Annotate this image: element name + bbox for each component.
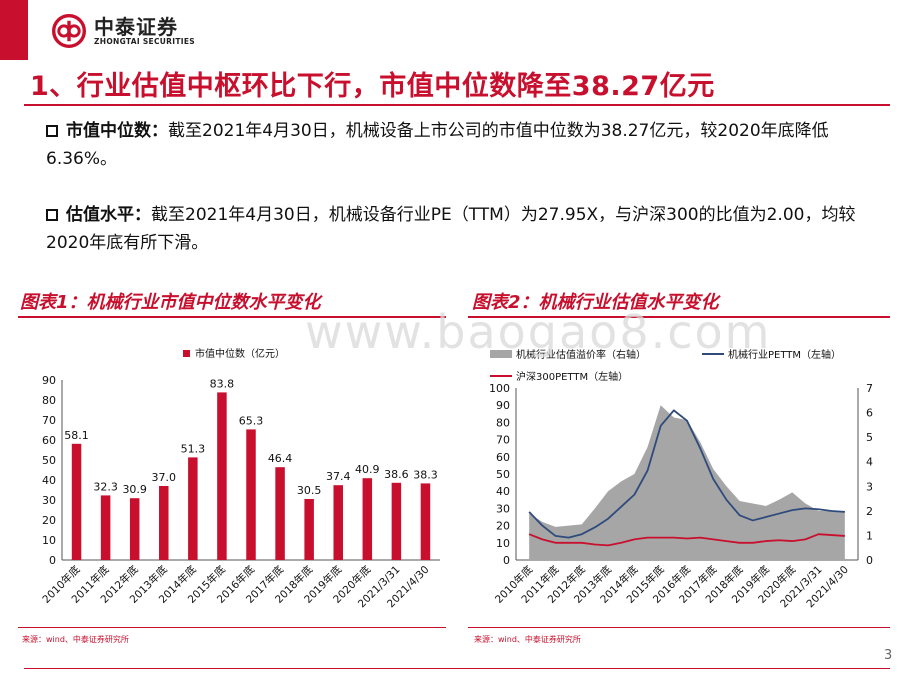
y-left-tick-label: 100: [489, 382, 510, 395]
figure1-divider: [18, 316, 446, 318]
y-right-tick-label: 3: [866, 480, 873, 493]
y-tick-label: 40: [42, 474, 56, 487]
bar: [129, 498, 140, 560]
y-tick-label: 30: [42, 494, 56, 507]
y-left-tick-label: 80: [496, 416, 510, 429]
figure2-title: 图表2：机械行业估值水平变化: [472, 292, 719, 313]
bullet-market-cap: 市值中位数：截至2021年4月30日，机械设备上市公司的市值中位数为38.27亿…: [46, 117, 886, 173]
y-right-tick-label: 4: [866, 456, 873, 469]
checkbox-bullet-icon: [46, 125, 58, 137]
data-label: 40.9: [355, 463, 380, 476]
premium-area: [529, 405, 845, 560]
watermark: www.baogao8.com: [305, 305, 772, 359]
y-tick-label: 10: [42, 534, 56, 547]
y-left-tick-label: 0: [503, 554, 510, 567]
bar: [159, 486, 169, 560]
bullet-text: 截至2021年4月30日，机械设备行业PE（TTM）为27.95X，与沪深300…: [46, 205, 856, 253]
y-right-tick-label: 1: [866, 529, 873, 542]
y-tick-label: 80: [42, 394, 56, 407]
bullet-valuation: 估值水平：截至2021年4月30日，机械设备行业PE（TTM）为27.95X，与…: [46, 201, 886, 257]
footer-divider: [24, 668, 890, 669]
y-left-tick-label: 70: [496, 434, 510, 447]
data-label: 46.4: [268, 452, 293, 465]
title-divider: [24, 104, 890, 106]
y-tick-label: 60: [42, 434, 56, 447]
bar: [71, 443, 82, 560]
y-tick-label: 70: [42, 414, 56, 427]
y-left-tick-label: 40: [496, 485, 510, 498]
bar: [333, 485, 343, 560]
data-label: 65.3: [239, 414, 264, 427]
y-right-tick-label: 7: [866, 382, 873, 395]
figure1-title: 图表1：机械行业市值中位数水平变化: [20, 292, 321, 313]
data-label: 38.3: [413, 468, 438, 481]
logo: 中泰证券 ZHONGTAI SECURITIES: [52, 14, 195, 48]
legend-label-premium: 机械行业估值溢价率（右轴）: [516, 348, 646, 361]
logo-name-cn: 中泰证券: [94, 14, 178, 39]
data-label: 32.3: [93, 480, 118, 493]
data-label: 30.9: [122, 483, 147, 496]
industry-pe-line: [528, 409, 845, 539]
logo-name-en: ZHONGTAI SECURITIES: [94, 36, 195, 46]
y-left-tick-label: 50: [496, 468, 510, 481]
hs300-pe-line: [528, 533, 845, 547]
checkbox-bullet-icon: [46, 209, 58, 221]
page-title: 1、行业估值中枢环比下行，市值中位数降至38.27亿元: [30, 71, 715, 102]
bar: [217, 392, 227, 560]
y-left-tick-label: 60: [496, 451, 510, 464]
bar: [420, 483, 431, 560]
figure2-source-divider: [468, 627, 890, 628]
y-tick-label: 0: [49, 554, 56, 567]
bar: [391, 482, 402, 560]
y-left-tick-label: 30: [496, 502, 510, 515]
bullet-key: 估值水平：: [66, 205, 151, 225]
y-left-tick-label: 10: [496, 537, 510, 550]
figure2-divider: [468, 316, 890, 318]
bullet-text: 截至2021年4月30日，机械设备上市公司的市值中位数为38.27亿元，较202…: [46, 121, 829, 169]
bullet-key: 市值中位数：: [66, 121, 168, 141]
valuation-line-chart: 机械行业估值溢价率（右轴） 机械行业PETTM（左轴） 沪深300PETTM（左轴）…: [489, 348, 873, 610]
bar: [275, 467, 285, 560]
data-label: 37.4: [326, 470, 351, 483]
y-right-tick-label: 2: [866, 505, 873, 518]
page-number: 3: [884, 648, 893, 663]
bar: [362, 478, 373, 560]
legend-label-industry-pe: 机械行业PETTM（左轴）: [728, 348, 841, 361]
logo-icon: [52, 14, 86, 48]
bar: [246, 429, 256, 560]
bar: [188, 457, 198, 560]
y-left-tick-label: 20: [496, 520, 510, 533]
y-tick-label: 20: [42, 514, 56, 527]
data-label: 30.5: [297, 484, 322, 497]
bar: [100, 495, 111, 560]
data-label: 51.3: [181, 442, 206, 455]
y-left-tick-label: 90: [496, 399, 510, 412]
data-label: 83.8: [210, 377, 235, 390]
figure1-source: 来源：wind、中泰证券研究所: [22, 635, 129, 644]
y-right-tick-label: 5: [866, 431, 873, 444]
y-tick-label: 90: [42, 374, 56, 387]
figure1-source-divider: [18, 627, 446, 628]
legend-swatch-premium: [490, 350, 512, 358]
data-label: 58.1: [64, 429, 89, 442]
brand-red-bar: [0, 0, 28, 60]
figure2-source: 来源：wind、中泰证券研究所: [474, 635, 581, 644]
legend-swatch: [183, 350, 190, 357]
legend-label: 市值中位数（亿元）: [195, 347, 285, 360]
y-right-tick-label: 6: [866, 407, 873, 420]
data-label: 38.6: [384, 468, 409, 481]
bar: [304, 499, 314, 560]
data-label: 37.0: [152, 471, 177, 484]
market-cap-bar-chart: 市值中位数（亿元）010203040506070809058.12010年底32…: [40, 347, 440, 610]
y-tick-label: 50: [42, 454, 56, 467]
legend-label-hs300-pe: 沪深300PETTM（左轴）: [516, 370, 628, 383]
y-right-tick-label: 0: [866, 554, 873, 567]
